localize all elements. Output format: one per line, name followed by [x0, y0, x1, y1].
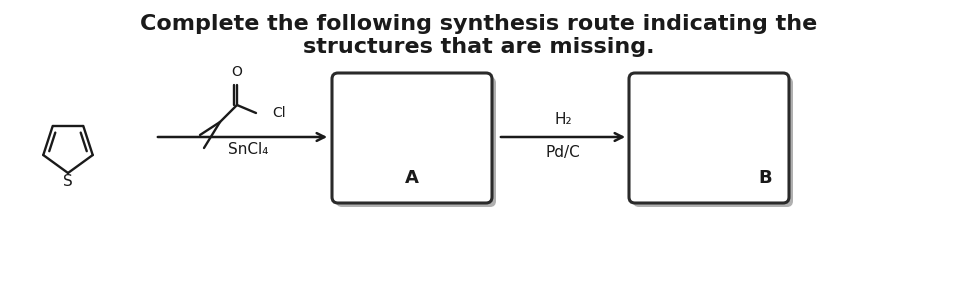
- Text: S: S: [63, 174, 73, 189]
- Text: A: A: [405, 169, 419, 187]
- FancyBboxPatch shape: [332, 73, 492, 203]
- FancyBboxPatch shape: [336, 77, 496, 207]
- Text: Complete the following synthesis route indicating the: Complete the following synthesis route i…: [141, 14, 817, 34]
- Text: B: B: [758, 169, 772, 187]
- FancyBboxPatch shape: [633, 77, 793, 207]
- Text: structures that are missing.: structures that are missing.: [304, 37, 654, 57]
- Text: O: O: [232, 65, 242, 79]
- Text: H₂: H₂: [554, 112, 572, 127]
- Text: Cl: Cl: [272, 106, 285, 120]
- Text: Pd/C: Pd/C: [546, 145, 581, 160]
- FancyBboxPatch shape: [629, 73, 789, 203]
- Text: SnCl₄: SnCl₄: [228, 142, 268, 157]
